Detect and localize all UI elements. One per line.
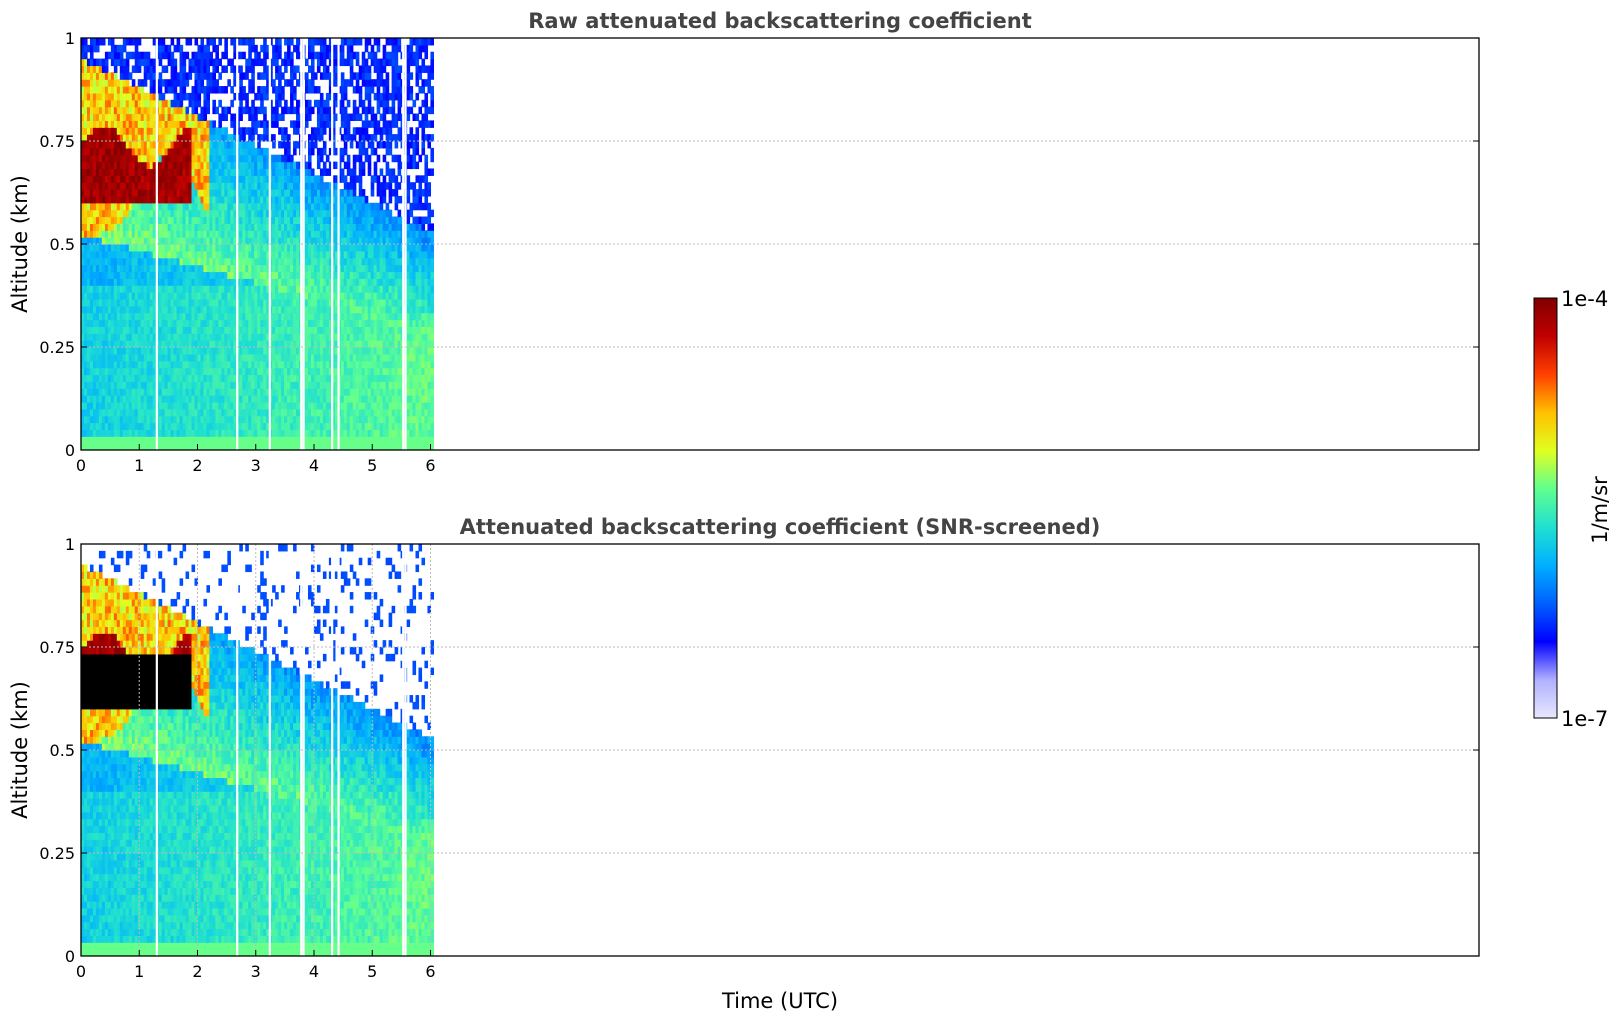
x-tick-label: 6 <box>425 962 435 981</box>
y-tick-label: 0.5 <box>50 235 75 254</box>
y-axis-ticks: 0 0.25 0.5 0.75 1 <box>39 535 1479 966</box>
y-tick-label: 0 <box>65 441 75 460</box>
heatmap-raw <box>81 38 435 450</box>
x-tick-label: 2 <box>192 962 202 981</box>
x-axis-ticks: 0 1 2 3 4 5 6 <box>76 950 436 981</box>
x-tick-label: 0 <box>76 456 86 475</box>
x-tick-label: 2 <box>192 456 202 475</box>
colorbar-label: 1/m/sr <box>1588 476 1612 544</box>
colorbar-bar <box>1533 297 1558 719</box>
chart-title: Raw attenuated backscattering coefficien… <box>528 9 1032 33</box>
x-axis-ticks: 0 1 2 3 4 5 6 <box>76 444 436 475</box>
x-tick-label: 4 <box>309 962 319 981</box>
x-tick-label: 5 <box>367 962 377 981</box>
y-tick-label: 0.5 <box>50 741 75 760</box>
y-axis-ticks: 0 0.25 0.5 0.75 1 <box>39 29 1479 460</box>
y-tick-label: 0.75 <box>39 132 75 151</box>
x-tick-label: 1 <box>134 456 144 475</box>
chart-title: Attenuated backscattering coefficient (S… <box>460 515 1101 539</box>
x-tick-label: 3 <box>251 456 261 475</box>
y-axis-label: Altitude (km) <box>8 175 32 313</box>
panel-raw: Raw attenuated backscattering coefficien… <box>8 9 1480 475</box>
grid-lines <box>81 140 1479 348</box>
x-axis-label: Time (UTC) <box>721 989 838 1013</box>
y-tick-label: 0 <box>65 947 75 966</box>
y-axis-label: Altitude (km) <box>8 681 32 819</box>
x-tick-label: 4 <box>309 456 319 475</box>
heatmap-screened <box>81 544 435 956</box>
x-tick-label: 3 <box>251 962 261 981</box>
y-tick-label: 1 <box>65 535 75 554</box>
y-tick-label: 0.25 <box>39 338 75 357</box>
colorbar: 1e-4 1e-7 1/m/sr <box>1533 287 1612 731</box>
x-tick-label: 6 <box>425 456 435 475</box>
x-tick-label: 1 <box>134 962 144 981</box>
x-tick-label: 5 <box>367 456 377 475</box>
y-tick-label: 0.25 <box>39 844 75 863</box>
y-tick-label: 1 <box>65 29 75 48</box>
colorbar-min-label: 1e-7 <box>1561 707 1608 731</box>
x-tick-label: 0 <box>76 962 86 981</box>
colorbar-max-label: 1e-4 <box>1561 287 1608 311</box>
panel-screened: Attenuated backscattering coefficient (S… <box>8 515 1480 1013</box>
y-tick-label: 0.75 <box>39 638 75 657</box>
grid-lines <box>81 544 1479 956</box>
